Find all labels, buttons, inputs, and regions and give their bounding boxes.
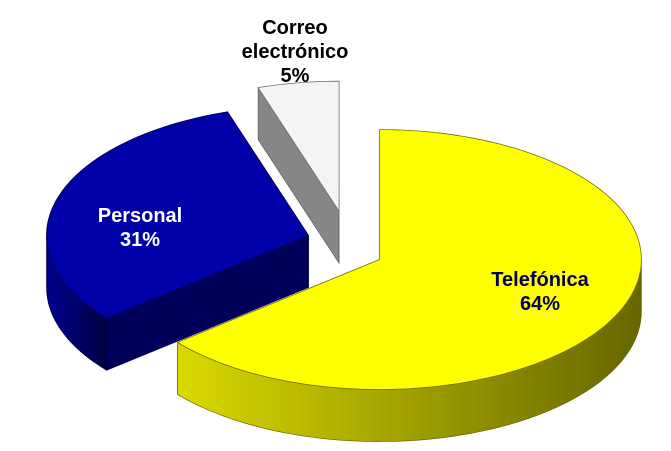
slice-label: Personal 31% [70, 204, 210, 252]
slice [176, 129, 642, 390]
category-label: Telefónica [491, 269, 589, 291]
category-label: Correo electrónico [241, 17, 349, 63]
slice-label: Telefónica 64% [470, 268, 610, 316]
slice-label: Correo electrónico 5% [225, 16, 365, 88]
value-label: 64% [519, 293, 561, 315]
value-label: 31% [119, 229, 161, 251]
slice [46, 111, 310, 319]
slice [257, 80, 340, 213]
category-label: Personal [97, 205, 183, 227]
value-label: 5% [280, 65, 310, 87]
